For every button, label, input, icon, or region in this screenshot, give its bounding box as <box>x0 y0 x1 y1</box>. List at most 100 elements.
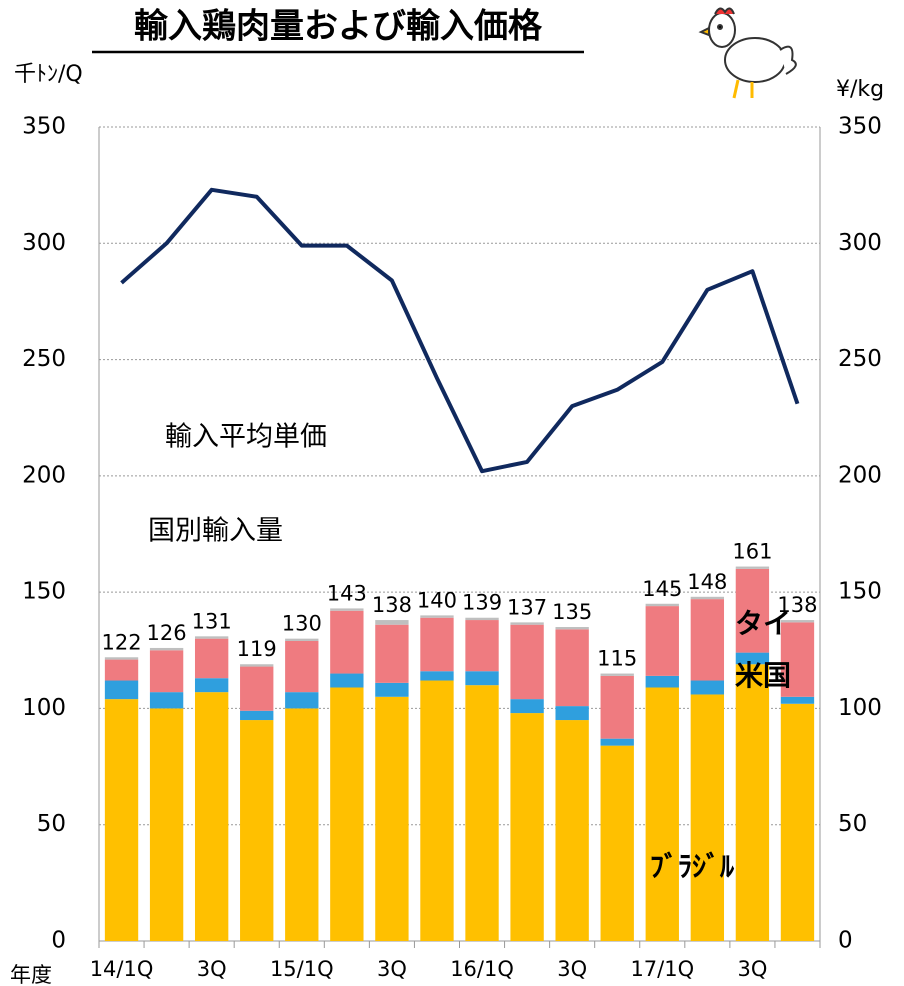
bar-segment <box>285 708 319 941</box>
bar-segment <box>465 617 499 621</box>
y-tick-label: 200 <box>22 462 66 488</box>
x-tick-label: 3Q <box>737 957 767 981</box>
total-label: 122 <box>101 630 141 654</box>
bar-segment <box>149 650 184 693</box>
bar-segment <box>735 568 770 653</box>
bar-segment <box>735 664 770 941</box>
bar-segment <box>690 599 725 681</box>
total-label: 148 <box>687 570 727 594</box>
total-label: 131 <box>192 609 232 633</box>
bar-segment <box>600 675 634 739</box>
y2-tick-label: 150 <box>838 579 882 605</box>
bar-segment <box>690 596 725 600</box>
series-label: ﾌﾞﾗｼﾞﾙ <box>650 850 735 883</box>
bar-segment <box>149 647 184 651</box>
total-label: 161 <box>732 540 772 564</box>
bar-segment <box>510 699 544 714</box>
x-axis-label: 年度 <box>10 963 52 986</box>
bar-segment <box>780 620 815 623</box>
y2-tick-label: 350 <box>838 114 882 140</box>
x-tick-label: 17/1Q <box>630 957 694 981</box>
series-label: 米国 <box>735 659 791 692</box>
y-tick-label: 150 <box>22 579 66 605</box>
bar-segment <box>375 624 409 683</box>
bar-segment <box>330 687 364 941</box>
total-label: 135 <box>552 600 592 624</box>
total-label: 126 <box>147 621 187 645</box>
bar-segment <box>285 640 319 693</box>
bar-segment <box>420 671 454 681</box>
bar-segment <box>600 673 634 676</box>
chicken-icon <box>698 7 797 99</box>
bar-segment <box>104 699 139 941</box>
total-label: 139 <box>462 591 502 615</box>
y2-tick-label: 200 <box>838 462 882 488</box>
bar-segment <box>375 620 409 625</box>
y2-tick-label: 50 <box>838 811 867 837</box>
y-tick-label: 50 <box>37 811 66 837</box>
chart-title: 輸入鶏肉量および輸入価格 <box>134 7 543 47</box>
y-tick-label: 100 <box>22 695 66 721</box>
bar-segment <box>690 680 725 695</box>
price-line <box>120 187 800 474</box>
bar-segment <box>465 620 499 672</box>
x-tick-label: 3Q <box>197 957 227 981</box>
y-tick-label: 0 <box>51 928 66 954</box>
bar-segment <box>645 606 679 676</box>
total-label: 130 <box>282 612 322 636</box>
bar-segment <box>690 694 725 941</box>
x-tick-label: 15/1Q <box>270 957 334 981</box>
bar-segment <box>375 696 409 941</box>
total-label: 138 <box>372 593 412 617</box>
y2-tick-label: 0 <box>838 928 853 954</box>
y2-tick-label: 100 <box>838 695 882 721</box>
bar-segment <box>555 720 589 941</box>
bar-segment <box>194 636 229 639</box>
bar-segment <box>285 638 319 641</box>
bar-segment <box>645 603 679 607</box>
bar-segment <box>780 703 815 941</box>
total-label: 119 <box>237 637 277 661</box>
bar-segment <box>104 659 139 681</box>
bar-segment <box>194 638 229 679</box>
total-label: 143 <box>327 581 367 605</box>
bar-segment <box>510 624 544 700</box>
bar-segment <box>104 657 139 660</box>
bar-segment <box>600 745 634 941</box>
bar-segment <box>194 692 229 941</box>
total-label: 140 <box>417 588 457 612</box>
x-tick-label: 14/1Q <box>90 957 154 981</box>
bar-segment <box>465 671 499 686</box>
bar-segment <box>735 566 770 569</box>
bar-segment <box>735 652 770 665</box>
bar-segment <box>780 622 815 697</box>
bar-segment <box>240 710 274 721</box>
bar-segment <box>510 622 544 625</box>
y-tick-label: 350 <box>22 114 66 140</box>
x-tick-label: 16/1Q <box>450 957 514 981</box>
bar-segment <box>645 675 679 688</box>
bar-segment <box>330 610 364 674</box>
total-label: 137 <box>507 595 547 619</box>
bar-segment <box>555 706 589 721</box>
annotation: 輸入平均単価 <box>165 422 327 453</box>
bar-segment <box>330 608 364 611</box>
series-label: タイ <box>735 607 791 640</box>
annotation: 国別輸入量 <box>148 516 283 547</box>
y-axis-label: 千ﾄﾝ/Q <box>14 62 83 87</box>
bar-segment <box>555 627 589 630</box>
bar-segment <box>555 629 589 707</box>
bar-segment <box>420 615 454 618</box>
total-label: 115 <box>597 647 637 671</box>
bar-segment <box>420 680 454 941</box>
y2-tick-label: 250 <box>838 346 882 372</box>
bar-segment <box>330 673 364 688</box>
bar-segment <box>600 738 634 746</box>
total-label: 145 <box>642 577 682 601</box>
bar-segment <box>780 696 815 704</box>
bar-segment <box>465 685 499 941</box>
bar-segment <box>285 692 319 709</box>
bar-segment <box>240 720 274 941</box>
bar-segment <box>375 682 409 697</box>
